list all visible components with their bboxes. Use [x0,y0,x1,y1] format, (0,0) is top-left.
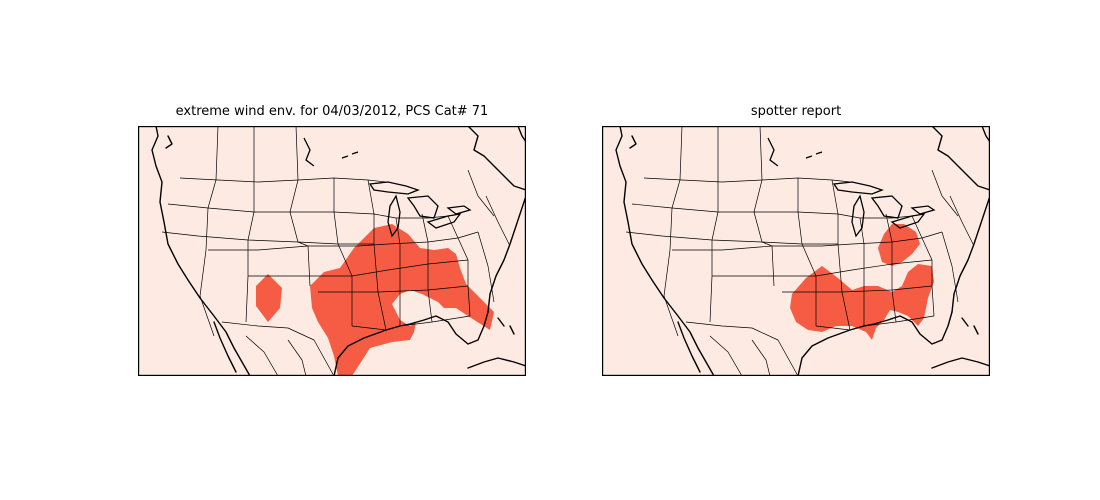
highlighted-regions [790,224,934,340]
map-background [602,126,990,376]
map-spotter [602,126,990,376]
great-lakes [303,137,472,238]
panel-title: extreme wind env. for 04/03/2012, PCS Ca… [175,104,489,119]
map-environment [138,126,526,376]
region-blob [256,274,282,322]
map-frame [138,126,526,376]
map-panel-environment: extreme wind env. for 04/03/2012, PCS Ca… [138,104,526,376]
region-blob [790,264,934,340]
state-boundaries [625,126,975,376]
panel-title: spotter report [750,104,842,119]
state-boundaries [161,126,511,376]
great-lakes [767,137,936,238]
coastlines [615,126,990,376]
map-panel-spotter: spotter report [602,104,990,376]
region-blob [878,224,920,266]
coastlines [151,126,526,376]
map-frame [602,126,990,376]
